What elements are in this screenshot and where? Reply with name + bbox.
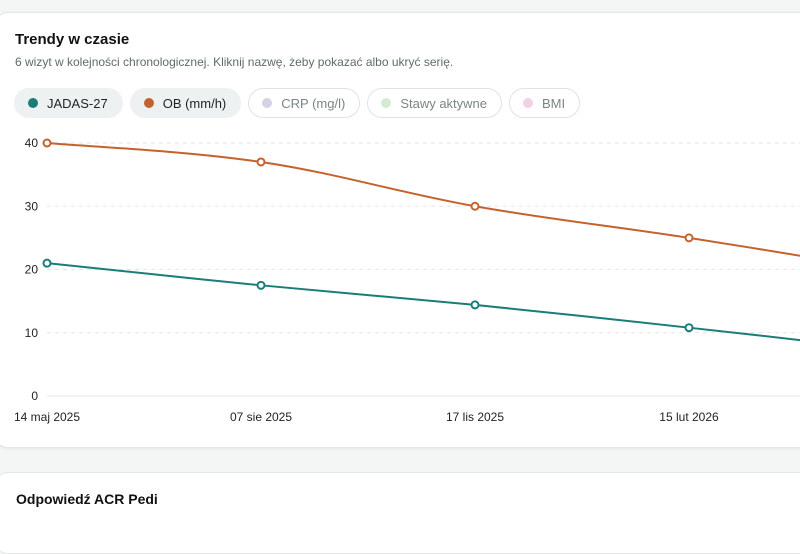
trends-title: Trendy w czasie: [15, 31, 130, 48]
data-point-jadas-27: [684, 323, 694, 333]
data-point-ob-mm-h: [684, 233, 694, 243]
legend-label: JADAS-27: [47, 95, 108, 111]
crp-swatch-icon: [262, 98, 273, 108]
trends-subtitle: 6 wizyt w kolejności chronologicznej. Kl…: [15, 55, 454, 69]
series-line-ob-mm-h: [46, 142, 800, 257]
bmi-swatch-icon: [523, 98, 534, 108]
legend-label: Stawy aktywne: [400, 95, 488, 111]
x-tick-label: 17 lis 2025: [446, 410, 504, 424]
y-tick-label: 30: [25, 199, 39, 213]
data-point-jadas-27: [470, 300, 480, 310]
legend-label: CRP (mg/l): [281, 95, 346, 111]
data-point-ob-mm-h: [470, 201, 480, 211]
data-point-jadas-27: [42, 258, 52, 268]
legend-toggle-jadas[interactable]: JADAS-27: [14, 88, 123, 118]
legend-label: OB (mm/h): [162, 95, 227, 111]
acr-pedi-title: Odpowiedź ACR Pedi: [16, 491, 158, 507]
series-line-jadas-27: [46, 262, 800, 342]
x-tick-label: 07 sie 2025: [230, 410, 292, 424]
y-tick-label: 20: [25, 263, 39, 277]
y-tick-label: 0: [31, 389, 38, 403]
y-tick-label: 10: [25, 326, 39, 340]
ob-swatch-icon: [143, 98, 154, 108]
legend-toggle-active-joints[interactable]: Stawy aktywne: [367, 88, 503, 118]
trends-card: [0, 12, 800, 448]
y-tick-label: 40: [25, 136, 39, 150]
legend-toggle-crp[interactable]: CRP (mg/l): [248, 88, 361, 118]
acr-pedi-card: [0, 472, 800, 554]
x-tick-label: 15 lut 2026: [659, 410, 719, 424]
legend-toggle-bmi[interactable]: BMI: [509, 88, 581, 118]
data-point-jadas-27: [256, 280, 266, 290]
legend-label: BMI: [542, 95, 566, 111]
series-legend: JADAS-27 OB (mm/h) CRP (mg/l) Stawy akty…: [14, 87, 581, 119]
data-point-ob-mm-h: [42, 138, 52, 148]
jadas-swatch-icon: [28, 98, 38, 108]
trend-line-chart: 0 10 20 30 40 14 maj 2025 07 sie 2025 17 lis 20…: [14, 136, 800, 424]
data-point-ob-mm-h: [256, 157, 266, 167]
active-joints-swatch-icon: [381, 98, 392, 108]
x-tick-label: 14 maj 2025: [14, 410, 80, 424]
legend-toggle-ob[interactable]: OB (mm/h): [129, 88, 242, 118]
